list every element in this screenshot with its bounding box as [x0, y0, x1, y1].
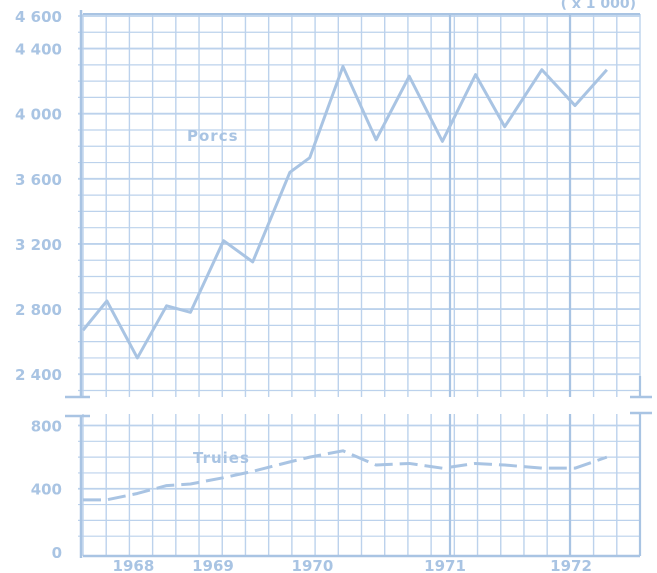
y-tick-label: 2 400: [15, 366, 62, 384]
series-label-truies: Truies: [193, 449, 250, 467]
chart-grid: [65, 10, 652, 558]
series-line-truies: [83, 449, 608, 502]
series-label-porcs: Porcs: [187, 127, 239, 145]
x-tick-label: 1972: [550, 557, 592, 573]
y-tick-label: 4 400: [15, 41, 62, 59]
y-tick-label: 4 000: [15, 106, 62, 124]
unit-label: ( x 1 000): [561, 0, 636, 12]
bottom-panel: Truies: [82, 449, 608, 502]
y-tick-label: 2 800: [15, 301, 62, 319]
top-panel: Porcs: [81, 64, 608, 360]
x-tick-label: 1968: [113, 557, 155, 573]
y-tick-label: 3 200: [15, 236, 62, 254]
y-tick-label: 0: [52, 544, 62, 562]
y-tick-label: 800: [31, 417, 62, 435]
y-tick-label: 4 600: [15, 8, 62, 26]
y-tick-label: 400: [31, 481, 62, 499]
x-tick-label: 1971: [424, 557, 466, 573]
chart-labels: 2 400 2 800 3 200 3 600 4 000 4 400 4 600 0 400 8…: [15, 0, 636, 573]
x-tick-label: 1970: [292, 557, 334, 573]
y-tick-label: 3 600: [15, 171, 62, 189]
x-tick-label: 1969: [192, 557, 234, 573]
series-line-porcs: [81, 64, 608, 360]
